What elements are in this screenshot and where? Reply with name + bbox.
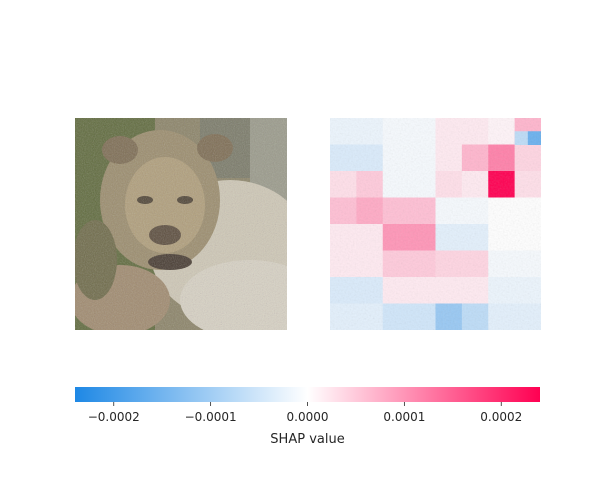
shap-heatmap	[330, 118, 541, 330]
lion-image	[75, 118, 287, 330]
colorbar: −0.0002 −0.0001 0.0000 0.0001 0.0002 SHAP va…	[75, 387, 540, 447]
colorbar-tick-label: 0.0000	[287, 410, 329, 424]
colorbar-tick-label: 0.0001	[383, 410, 425, 424]
colorbar-ticks: −0.0002 −0.0001 0.0000 0.0001 0.0002	[88, 402, 522, 424]
colorbar-tick-label: −0.0002	[88, 410, 140, 424]
colorbar-label: SHAP value	[270, 432, 344, 447]
colorbar-tick-label: 0.0002	[480, 410, 522, 424]
heatmap-texture	[330, 118, 541, 330]
colorbar-gradient	[75, 387, 540, 402]
colorbar-tick-label: −0.0001	[185, 410, 237, 424]
